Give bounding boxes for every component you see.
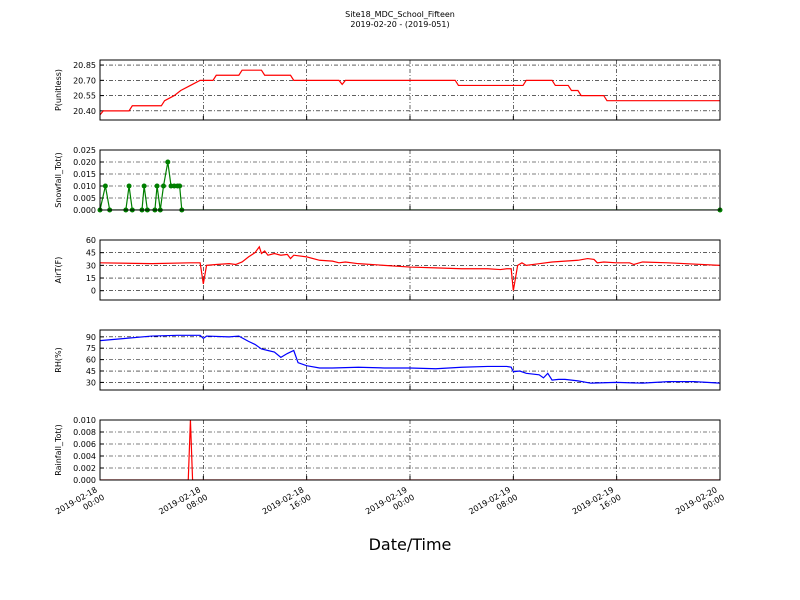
y-tick-label: 0.006 — [73, 440, 96, 449]
data-point — [177, 183, 183, 189]
y-tick-label: 30 — [86, 261, 96, 270]
y-tick-label: 45 — [86, 367, 96, 376]
plot-frame — [99, 149, 721, 211]
y-tick-label: 0.004 — [73, 452, 96, 461]
y-tick-label: 0.020 — [73, 158, 96, 167]
y-tick-label: 90 — [86, 333, 96, 342]
y-tick-label: 0.010 — [73, 416, 96, 425]
data-point — [165, 159, 171, 165]
x-axis-label: Date/Time — [369, 535, 452, 554]
y-axis-label: RH(%) — [54, 347, 63, 372]
y-tick-label: 60 — [86, 236, 96, 245]
title: Site18_MDC_School_Fifteen — [345, 10, 455, 19]
x-tick-label: 2019-02-18 00:00 — [54, 484, 106, 525]
y-tick-label: 0.010 — [73, 182, 96, 191]
y-tick-label: 75 — [86, 344, 96, 353]
x-tick-label: 2019-02-19 08:00 — [467, 484, 519, 525]
y-tick-label: 0.002 — [73, 464, 96, 473]
y-tick-label: 45 — [86, 249, 96, 258]
y-tick-label: 15 — [86, 274, 96, 283]
x-tick-label: 2019-02-19 00:00 — [364, 484, 416, 525]
y-tick-label: 0.015 — [73, 170, 96, 179]
data-point — [126, 183, 132, 189]
plot-frame — [99, 329, 721, 391]
x-tick-label: 2019-02-20 00:00 — [674, 484, 726, 525]
y-tick-label: 30 — [86, 378, 96, 387]
y-tick-label: 0 — [91, 287, 96, 296]
data-line — [100, 245, 720, 291]
data-point — [154, 183, 160, 189]
y-tick-label: 20.55 — [73, 92, 96, 101]
x-tick-label: 2019-02-19 16:00 — [571, 484, 623, 525]
y-axis-label: P(unitless) — [54, 69, 63, 111]
y-tick-label: 0.000 — [73, 476, 96, 485]
plot-frame — [99, 239, 721, 301]
y-tick-label: 20.70 — [73, 76, 96, 85]
y-tick-label: 0.005 — [73, 194, 96, 203]
data-line — [100, 69, 720, 116]
plot-frame — [99, 59, 721, 121]
subtitle: 2019-02-20 - (2019-051) — [350, 20, 449, 29]
y-tick-label: 0.025 — [73, 146, 96, 155]
y-tick-label: 60 — [86, 356, 96, 365]
y-tick-label: 0.008 — [73, 428, 96, 437]
y-axis-label: Rainfall_Tot() — [54, 424, 63, 476]
y-axis-label: Snowfall_Tot() — [54, 152, 63, 208]
data-point — [141, 183, 147, 189]
data-point — [161, 183, 167, 189]
x-tick-label: 2019-02-18 16:00 — [261, 484, 313, 525]
plot-frame — [99, 419, 721, 481]
y-tick-label: 20.85 — [73, 61, 96, 70]
x-tick-label: 2019-02-18 08:00 — [157, 484, 209, 525]
data-point — [102, 183, 108, 189]
y-tick-label: 0.000 — [73, 206, 96, 215]
y-tick-label: 20.40 — [73, 107, 96, 116]
y-axis-label: AirT(F) — [54, 257, 63, 284]
data-line — [100, 334, 720, 384]
